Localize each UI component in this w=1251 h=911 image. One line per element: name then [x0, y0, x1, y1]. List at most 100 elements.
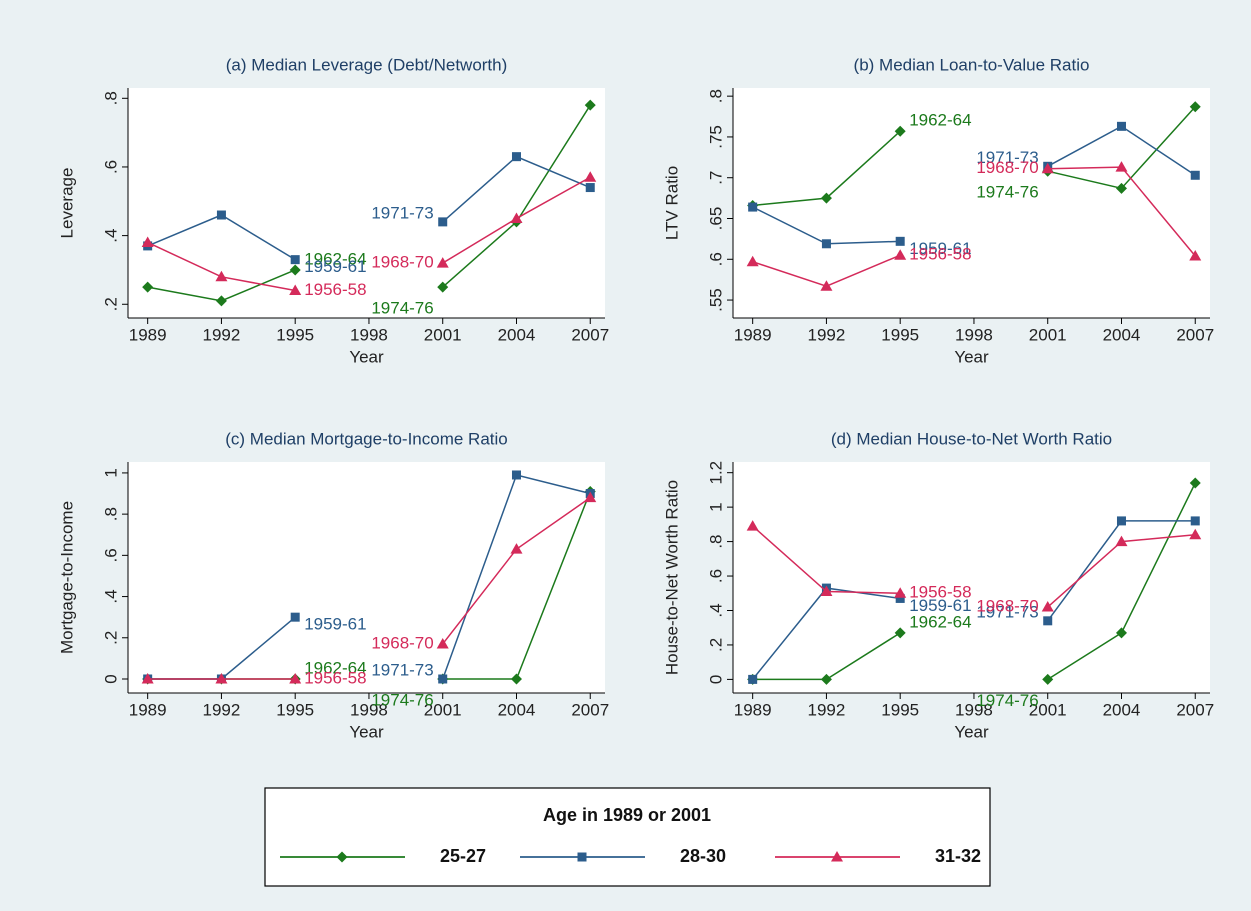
- cohort-label: 1956-58: [909, 245, 971, 264]
- x-tick-label: 2004: [498, 700, 536, 719]
- y-tick-label: 1: [706, 502, 725, 511]
- marker: [215, 295, 227, 307]
- marker: [895, 593, 905, 603]
- marker: [748, 674, 758, 684]
- cohort-label: 1971-73: [976, 602, 1038, 621]
- y-tick-label: .6: [101, 548, 120, 562]
- y-tick-label: 0: [706, 675, 725, 684]
- y-tick-label: .8: [706, 89, 725, 103]
- cohort-label: 1968-70: [371, 253, 433, 272]
- panel-title: (a) Median Leverage (Debt/Networth): [226, 55, 508, 74]
- marker: [820, 673, 832, 685]
- marker: [820, 280, 833, 291]
- cohort-label: 1974-76: [976, 183, 1038, 202]
- marker: [1190, 516, 1200, 526]
- marker: [290, 612, 300, 622]
- cohort-label: 1959-61: [304, 615, 366, 634]
- marker: [831, 851, 843, 862]
- marker: [142, 281, 154, 293]
- cohort-label: 1974-76: [976, 691, 1038, 710]
- marker: [1116, 516, 1126, 526]
- marker: [895, 236, 905, 246]
- plot-area: [128, 88, 605, 318]
- legend-box: [264, 787, 991, 887]
- y-axis-title: Mortgage-to-Income: [57, 501, 76, 654]
- marker: [746, 520, 759, 531]
- marker: [1115, 535, 1128, 547]
- marker: [141, 672, 154, 684]
- x-tick-label: 1995: [276, 700, 314, 719]
- cohort-label: 1968-70: [371, 633, 433, 652]
- x-tick-label: 1998: [350, 700, 388, 719]
- panel-title: (b) Median Loan-to-Value Ratio: [854, 55, 1090, 74]
- marker: [820, 585, 833, 597]
- x-tick-label: 1998: [955, 700, 993, 719]
- plot-area: [733, 462, 1210, 693]
- legend-title: Age in 1989 or 2001: [543, 805, 711, 825]
- plot-area: [733, 88, 1210, 318]
- y-tick-label: .8: [101, 507, 120, 521]
- marker: [1115, 161, 1128, 172]
- y-tick-label: .75: [706, 125, 725, 149]
- y-tick-label: .6: [706, 252, 725, 266]
- cohort-label: 1974-76: [371, 690, 433, 709]
- marker: [510, 212, 523, 223]
- marker: [289, 284, 302, 296]
- x-tick-label: 1989: [129, 325, 167, 344]
- y-tick-label: .6: [706, 569, 725, 583]
- marker: [1041, 162, 1054, 174]
- marker: [894, 627, 906, 639]
- marker: [820, 192, 832, 204]
- marker: [894, 587, 907, 598]
- x-tick-label: 2001: [424, 700, 462, 719]
- marker: [511, 470, 521, 480]
- x-axis-title: Year: [954, 347, 989, 366]
- x-tick-label: 1992: [808, 700, 846, 719]
- marker: [585, 183, 595, 193]
- marker: [1042, 673, 1054, 685]
- y-tick-label: 0: [101, 674, 120, 683]
- marker: [1041, 601, 1054, 612]
- y-axis-title: LTV Ratio: [662, 166, 681, 240]
- cohort-label: 1956-58: [909, 583, 971, 602]
- y-tick-label: .4: [101, 589, 120, 603]
- x-tick-label: 1992: [203, 700, 241, 719]
- marker: [894, 125, 906, 137]
- y-tick-label: .7: [706, 171, 725, 185]
- y-tick-label: .8: [706, 534, 725, 548]
- marker: [436, 637, 449, 649]
- cohort-label: 1959-61: [304, 257, 366, 276]
- marker: [438, 674, 448, 684]
- marker: [894, 249, 907, 260]
- x-tick-label: 2004: [1103, 325, 1141, 344]
- x-tick-label: 2007: [1176, 325, 1214, 344]
- cohort-label: 1962-64: [909, 612, 971, 631]
- x-tick-label: 1995: [881, 325, 919, 344]
- x-tick-label: 2007: [571, 700, 609, 719]
- marker: [1189, 250, 1202, 261]
- legend-label: 28-30: [680, 846, 726, 866]
- cohort-label: 1971-73: [371, 660, 433, 679]
- cohort-label: 1968-70: [976, 597, 1038, 616]
- cohort-label: 1974-76: [371, 299, 433, 318]
- y-tick-label: .2: [101, 297, 120, 311]
- marker: [746, 255, 759, 267]
- x-tick-label: 1992: [808, 325, 846, 344]
- marker: [290, 255, 300, 265]
- x-axis-title: Year: [349, 347, 384, 366]
- marker: [215, 270, 228, 282]
- y-tick-label: .4: [706, 603, 725, 617]
- cohort-label: 1962-64: [909, 111, 971, 130]
- cohort-label: 1956-58: [304, 668, 366, 687]
- x-tick-label: 1998: [350, 325, 388, 344]
- y-tick-label: .2: [706, 638, 725, 652]
- y-tick-label: .2: [101, 631, 120, 645]
- cohort-label: 1968-70: [976, 158, 1038, 177]
- x-tick-label: 2007: [571, 325, 609, 344]
- y-axis-title: House-to-Net Worth Ratio: [662, 480, 681, 675]
- marker: [1189, 101, 1201, 113]
- cohort-label: 1962-64: [304, 658, 366, 677]
- y-axis-title: Leverage: [57, 168, 76, 239]
